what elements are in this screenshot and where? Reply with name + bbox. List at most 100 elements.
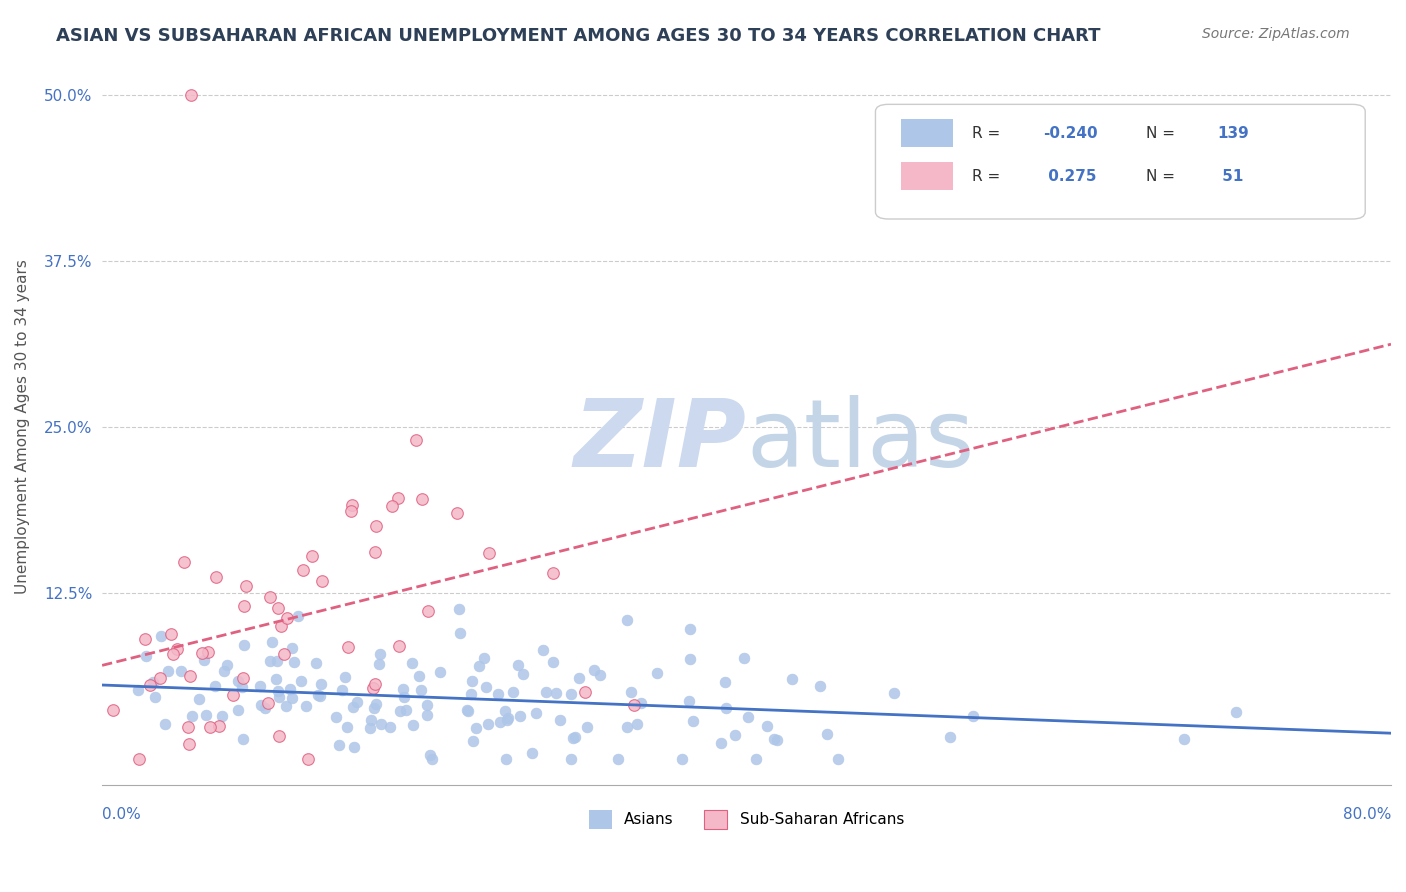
Point	[217, 658, 239, 673]
Point	[541, 566, 564, 580]
Point	[204, 570, 226, 584]
Text: 139: 139	[1218, 126, 1249, 141]
Text: R =: R =	[972, 169, 1005, 184]
Point	[486, 687, 509, 701]
Point	[616, 719, 638, 733]
Point	[222, 688, 245, 702]
Point	[342, 699, 364, 714]
Point	[259, 590, 281, 604]
Point	[402, 718, 425, 732]
Point	[574, 685, 596, 699]
Y-axis label: Unemployment Among Ages 30 to 34 years: Unemployment Among Ages 30 to 34 years	[15, 260, 30, 594]
Point	[465, 721, 488, 735]
Point	[180, 88, 202, 103]
Point	[177, 720, 200, 734]
Point	[311, 574, 333, 588]
Point	[678, 652, 700, 666]
Point	[630, 696, 652, 710]
Point	[468, 659, 491, 673]
Point	[232, 671, 254, 685]
Text: R =: R =	[972, 126, 1005, 141]
Point	[363, 681, 385, 695]
Point	[232, 639, 254, 653]
Point	[418, 747, 440, 762]
Point	[339, 504, 361, 518]
Point	[305, 656, 328, 670]
Point	[235, 579, 257, 593]
Point	[191, 646, 214, 660]
Point	[250, 698, 273, 713]
Point	[723, 728, 745, 742]
Point	[562, 731, 585, 745]
Point	[449, 625, 471, 640]
Point	[363, 701, 385, 715]
Point	[276, 611, 298, 625]
Point	[512, 667, 534, 681]
Point	[531, 642, 554, 657]
Point	[682, 714, 704, 729]
Point	[364, 519, 387, 533]
Point	[502, 685, 524, 699]
Point	[226, 703, 249, 717]
Point	[827, 751, 849, 765]
Point	[197, 645, 219, 659]
Point	[249, 679, 271, 693]
Point	[254, 700, 277, 714]
Point	[211, 709, 233, 723]
Point	[616, 613, 638, 627]
Point	[446, 506, 468, 520]
Point	[461, 673, 484, 688]
Point	[273, 647, 295, 661]
Point	[582, 663, 605, 677]
Point	[139, 678, 162, 692]
Point	[281, 640, 304, 655]
Point	[370, 717, 392, 731]
Point	[166, 642, 188, 657]
Point	[276, 699, 298, 714]
Point	[307, 688, 329, 702]
Point	[269, 729, 291, 743]
Point	[755, 719, 778, 733]
Text: 0.275: 0.275	[1043, 169, 1097, 184]
Point	[128, 751, 150, 765]
Point	[308, 689, 330, 703]
Point	[564, 730, 586, 744]
Point	[214, 664, 236, 678]
Point	[457, 704, 479, 718]
Point	[336, 720, 359, 734]
Point	[456, 703, 478, 717]
Point	[134, 632, 156, 646]
Point	[496, 711, 519, 725]
Point	[1225, 706, 1247, 720]
Point	[267, 600, 290, 615]
Point	[259, 654, 281, 668]
Point	[257, 697, 280, 711]
Point	[671, 751, 693, 765]
Point	[231, 681, 253, 695]
Point	[281, 691, 304, 706]
Point	[416, 707, 439, 722]
Point	[883, 686, 905, 700]
Point	[208, 718, 231, 732]
Point	[195, 708, 218, 723]
Point	[395, 703, 418, 717]
Point	[534, 685, 557, 699]
Point	[548, 713, 571, 727]
Point	[808, 679, 831, 693]
Point	[226, 674, 249, 689]
Point	[544, 686, 567, 700]
Point	[142, 674, 165, 689]
Point	[737, 710, 759, 724]
Point	[127, 683, 149, 698]
Point	[714, 701, 737, 715]
Point	[181, 708, 204, 723]
Point	[269, 690, 291, 704]
Point	[260, 635, 283, 649]
Point	[204, 679, 226, 693]
Text: 51: 51	[1218, 169, 1243, 184]
Point	[463, 734, 485, 748]
Point	[411, 682, 433, 697]
Point	[408, 669, 430, 683]
Point	[620, 685, 643, 699]
Point	[360, 713, 382, 727]
